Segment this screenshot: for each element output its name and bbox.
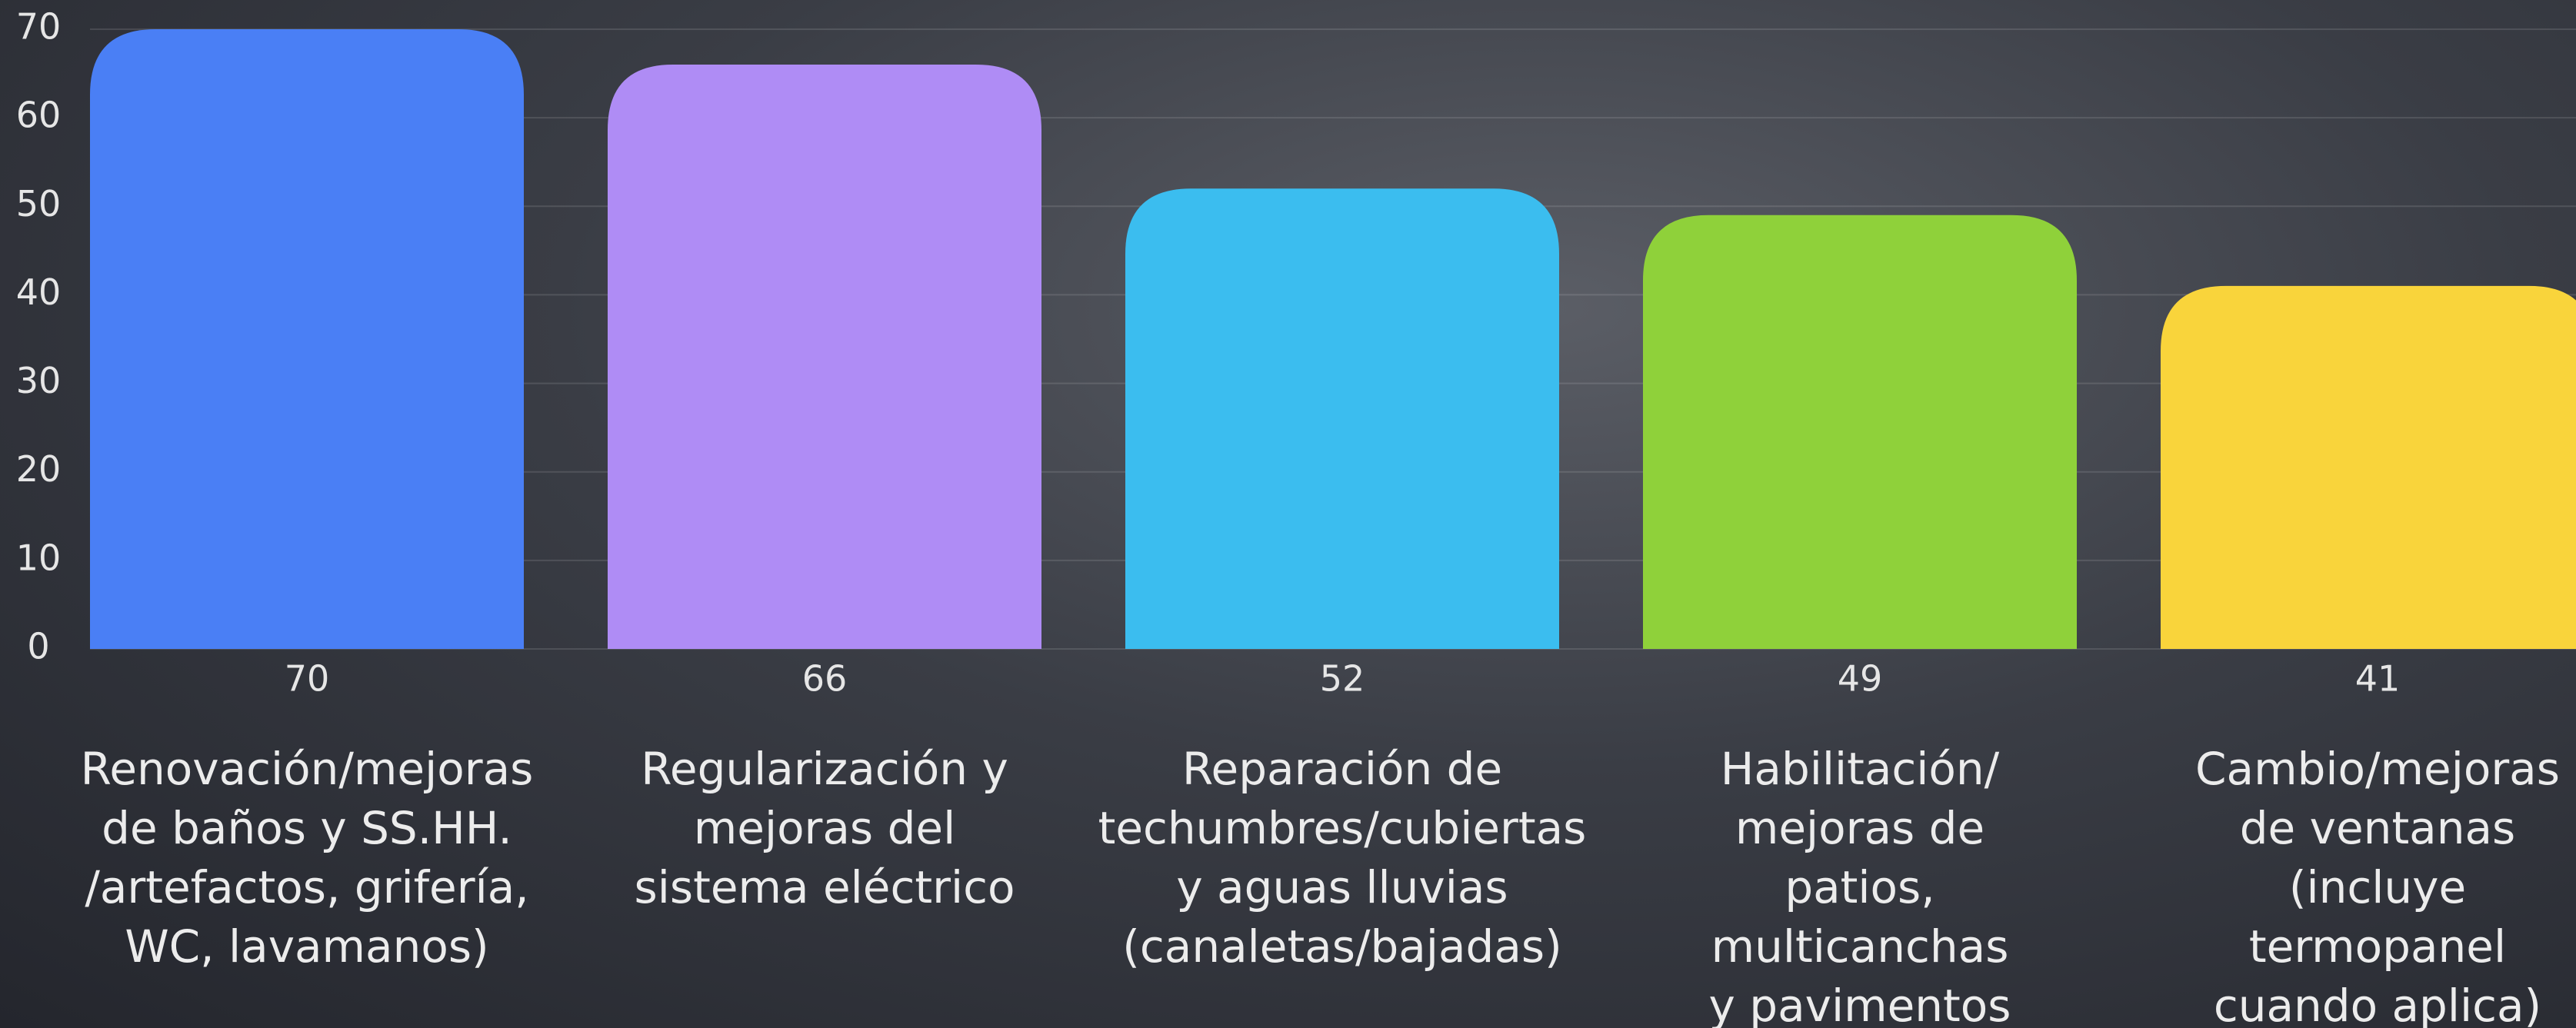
- y-tick-label: 50: [16, 183, 62, 225]
- x-tick-label: Regularización y mejoras del sistema elé…: [634, 743, 1015, 913]
- x-tick-label: Habilitación/ mejoras de patios, multica…: [1708, 743, 2011, 1028]
- value-label: 70: [285, 658, 330, 700]
- bar: [1643, 215, 2077, 649]
- y-tick-label: 0: [27, 626, 49, 667]
- value-label: 41: [2355, 658, 2401, 700]
- y-tick-label: 60: [16, 95, 62, 136]
- x-tick-label: Reparación de techumbres/cubiertas y agu…: [1098, 743, 1587, 973]
- value-label: 66: [802, 658, 848, 700]
- y-tick-label: 20: [16, 448, 62, 490]
- bar: [90, 29, 524, 649]
- x-tick-label: Renovación/mejoras de baños y SS.HH. /ar…: [80, 743, 534, 973]
- y-tick-label: 70: [16, 6, 62, 48]
- y-tick-label: 30: [16, 360, 62, 401]
- bar: [1125, 188, 1559, 649]
- bar: [2161, 285, 2576, 649]
- y-tick-label: 40: [16, 271, 62, 313]
- value-label: 52: [1320, 658, 1365, 700]
- value-label: 49: [1838, 658, 1883, 700]
- bar: [608, 65, 1041, 650]
- y-tick-label: 10: [16, 537, 62, 578]
- x-tick-label: Cambio/mejoras de ventanas (incluye term…: [2195, 743, 2560, 1028]
